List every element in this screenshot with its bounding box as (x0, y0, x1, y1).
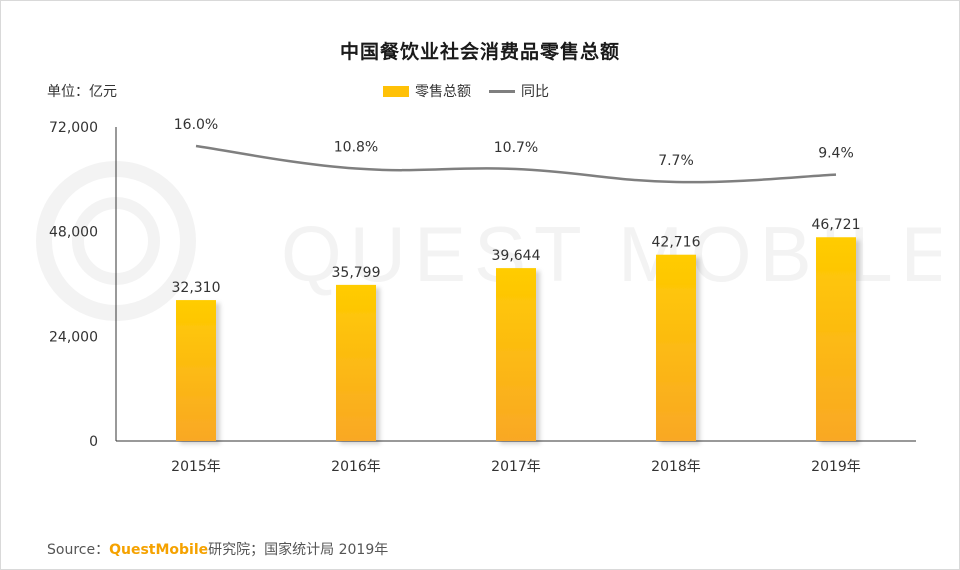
source-brand: QuestMobile (109, 542, 209, 558)
bar-value-label: 42,716 (652, 235, 701, 251)
legend-bar-label: 零售总额 (415, 84, 471, 100)
y-tick-label: 0 (89, 434, 98, 450)
x-tick-label: 2015年 (171, 459, 221, 475)
bar-value-label: 46,721 (812, 217, 861, 233)
line-series: 16.0% 10.8% 10.7% 7.7% 9.4% (174, 117, 854, 184)
legend-line-label: 同比 (521, 84, 549, 100)
bar-value-label: 32,310 (172, 280, 221, 296)
growth-rate-label: 9.4% (818, 146, 854, 162)
x-tick-label: 2017年 (491, 459, 541, 475)
x-axis: 2015年 2016年 2017年 2018年 2019年 (116, 440, 916, 475)
bar (656, 254, 696, 441)
bar-value-label: 39,644 (492, 248, 541, 264)
bar (336, 284, 376, 441)
bar-series: 32,310 35,799 39,644 42,716 46,721 (172, 217, 861, 441)
bar-value-label: 35,799 (332, 265, 381, 281)
growth-line (195, 144, 837, 184)
bar (176, 300, 216, 441)
bar (496, 268, 536, 441)
growth-rate-label: 10.8% (334, 140, 378, 156)
unit-label: 单位：亿元 (47, 84, 117, 100)
y-axis: 0 24,000 48,000 72,000 (49, 120, 117, 450)
source-note: Source：QuestMobile研究院；国家统计局 2019年 (47, 539, 388, 559)
legend-bar-swatch (383, 85, 409, 97)
x-tick-label: 2019年 (811, 459, 861, 475)
y-tick-label: 72,000 (49, 120, 98, 136)
source-prefix: Source： (47, 542, 110, 558)
legend: 零售总额 同比 (383, 81, 549, 101)
y-tick-label: 48,000 (49, 225, 98, 241)
x-tick-label: 2016年 (331, 459, 381, 475)
bar (816, 237, 856, 441)
growth-rate-label: 7.7% (658, 153, 694, 169)
x-tick-label: 2018年 (651, 459, 701, 475)
growth-rate-label: 10.7% (494, 140, 538, 156)
y-tick-label: 24,000 (49, 329, 98, 345)
legend-line-swatch (489, 89, 515, 93)
source-suffix: 研究院；国家统计局 2019年 (208, 542, 389, 558)
chart-title: 中国餐饮业社会消费品零售总额 (339, 41, 620, 63)
growth-rate-label: 16.0% (174, 117, 218, 133)
